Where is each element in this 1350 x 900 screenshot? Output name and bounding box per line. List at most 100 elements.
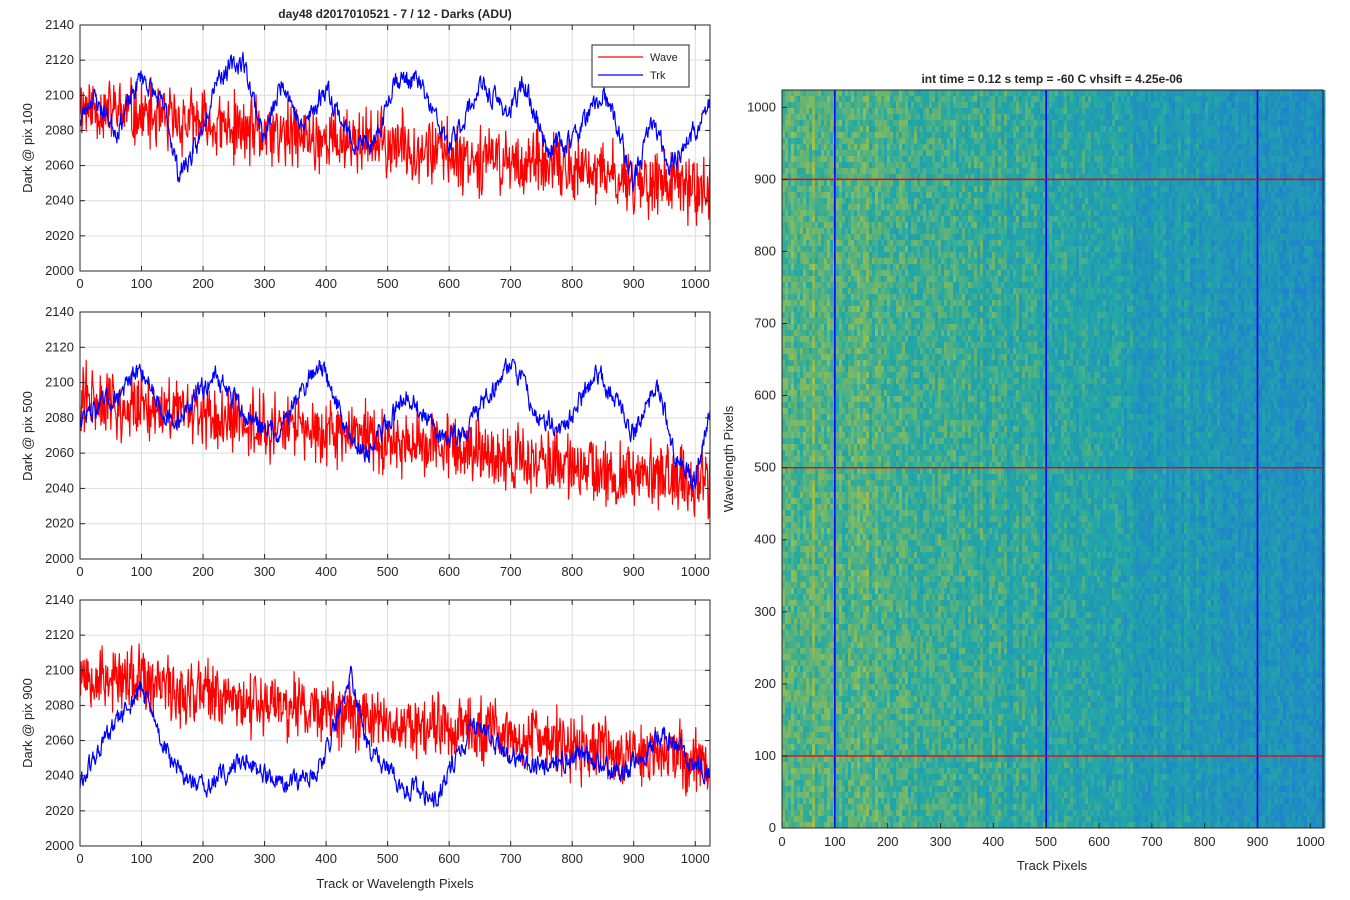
heatmap-cell <box>818 192 822 199</box>
heatmap-cell <box>815 318 819 325</box>
heatmap-cell <box>812 438 816 445</box>
heatmap-cell <box>785 324 789 331</box>
heatmap-cell <box>869 408 873 415</box>
heatmap-cell <box>815 594 819 601</box>
heatmap-cell <box>848 222 852 229</box>
heatmap-cell <box>812 162 816 169</box>
heatmap-cell <box>797 186 801 193</box>
heatmap-cell <box>854 618 858 625</box>
heatmap-cell <box>875 162 879 169</box>
heatmap-cell <box>875 264 879 271</box>
heatmap-cell <box>800 276 804 283</box>
heatmap-cell <box>875 330 879 337</box>
heatmap-cell <box>854 714 858 721</box>
heatmap-cell <box>794 216 798 223</box>
heatmap-cell <box>782 774 786 781</box>
heatmap-cell <box>878 420 882 427</box>
heatmap-cell <box>866 804 870 811</box>
heatmap-cell <box>893 456 897 463</box>
heatmap-cell <box>794 630 798 637</box>
heatmap-cell <box>890 162 894 169</box>
heatmap-cell <box>821 708 825 715</box>
heatmap-cell <box>893 618 897 625</box>
heatmap-cell <box>824 402 828 409</box>
heatmap-cell <box>893 780 897 787</box>
series-line-trk <box>79 665 711 808</box>
heatmap-cell <box>854 372 858 379</box>
heatmap-cell <box>854 786 858 793</box>
heatmap-cell <box>845 672 849 679</box>
heatmap-cell <box>815 810 819 817</box>
heatmap-cell <box>854 582 858 589</box>
heatmap-cell <box>860 300 864 307</box>
heatmap-cell <box>875 108 879 115</box>
heatmap-cell <box>839 672 843 679</box>
heatmap-cell <box>857 576 861 583</box>
heatmap-cell <box>824 546 828 553</box>
heatmap-cell <box>797 468 801 475</box>
heatmap-cell <box>806 666 810 673</box>
heatmap-cell <box>824 456 828 463</box>
heatmap-cell <box>857 210 861 217</box>
heatmap-cell <box>875 792 879 799</box>
heatmap-cell <box>782 258 786 265</box>
heatmap-cell <box>863 804 867 811</box>
x-tick-label: 800 <box>561 851 583 866</box>
x-tick-label: 1000 <box>681 851 710 866</box>
heatmap-cell <box>881 780 885 787</box>
heatmap-cell <box>887 150 891 157</box>
heatmap-cell <box>791 150 795 157</box>
heatmap-cell <box>872 714 876 721</box>
heatmap-cell <box>872 210 876 217</box>
heatmap-cell <box>851 372 855 379</box>
heatmap-cell <box>830 198 834 205</box>
heatmap-cell <box>794 756 798 763</box>
heatmap-cell <box>806 600 810 607</box>
heatmap-cell <box>791 402 795 409</box>
heatmap-cell <box>857 720 861 727</box>
heatmap-cell <box>860 474 864 481</box>
heatmap-cell <box>848 666 852 673</box>
heatmap-cell <box>824 264 828 271</box>
heatmap-cell <box>872 672 876 679</box>
heatmap-cell <box>896 138 900 145</box>
heatmap-cell <box>824 444 828 451</box>
heatmap-cell <box>791 102 795 109</box>
heatmap-cell <box>848 186 852 193</box>
heatmap-cell <box>827 288 831 295</box>
heatmap-cell <box>827 678 831 685</box>
heatmap-cell <box>821 240 825 247</box>
heatmap-cell <box>863 174 867 181</box>
heatmap-cell <box>863 408 867 415</box>
heatmap-cell <box>872 192 876 199</box>
heatmap-cell <box>797 708 801 715</box>
heatmap-cell <box>809 708 813 715</box>
heatmap-cell <box>782 648 786 655</box>
heatmap-cell <box>848 450 852 457</box>
heatmap-cell <box>791 594 795 601</box>
heatmap-cell <box>821 450 825 457</box>
heatmap-cell <box>791 756 795 763</box>
heatmap-cell <box>851 228 855 235</box>
heatmap-cell <box>803 756 807 763</box>
heatmap-cell <box>818 456 822 463</box>
heatmap-cell <box>857 162 861 169</box>
heatmap-cell <box>854 438 858 445</box>
heatmap-cell <box>884 720 888 727</box>
heatmap-cell <box>860 282 864 289</box>
heatmap-cell <box>797 342 801 349</box>
heatmap-cell <box>857 690 861 697</box>
heatmap-cell <box>839 528 843 535</box>
heatmap-cell <box>827 144 831 151</box>
heatmap-cell <box>881 558 885 565</box>
heatmap-cell <box>803 486 807 493</box>
heatmap-cell <box>815 756 819 763</box>
heatmap-cell <box>806 384 810 391</box>
heatmap-cell <box>830 210 834 217</box>
heatmap-cell <box>887 96 891 103</box>
heatmap-cell <box>821 306 825 313</box>
heatmap-cell <box>806 246 810 253</box>
heatmap-cell <box>788 792 792 799</box>
heatmap-cell <box>797 630 801 637</box>
